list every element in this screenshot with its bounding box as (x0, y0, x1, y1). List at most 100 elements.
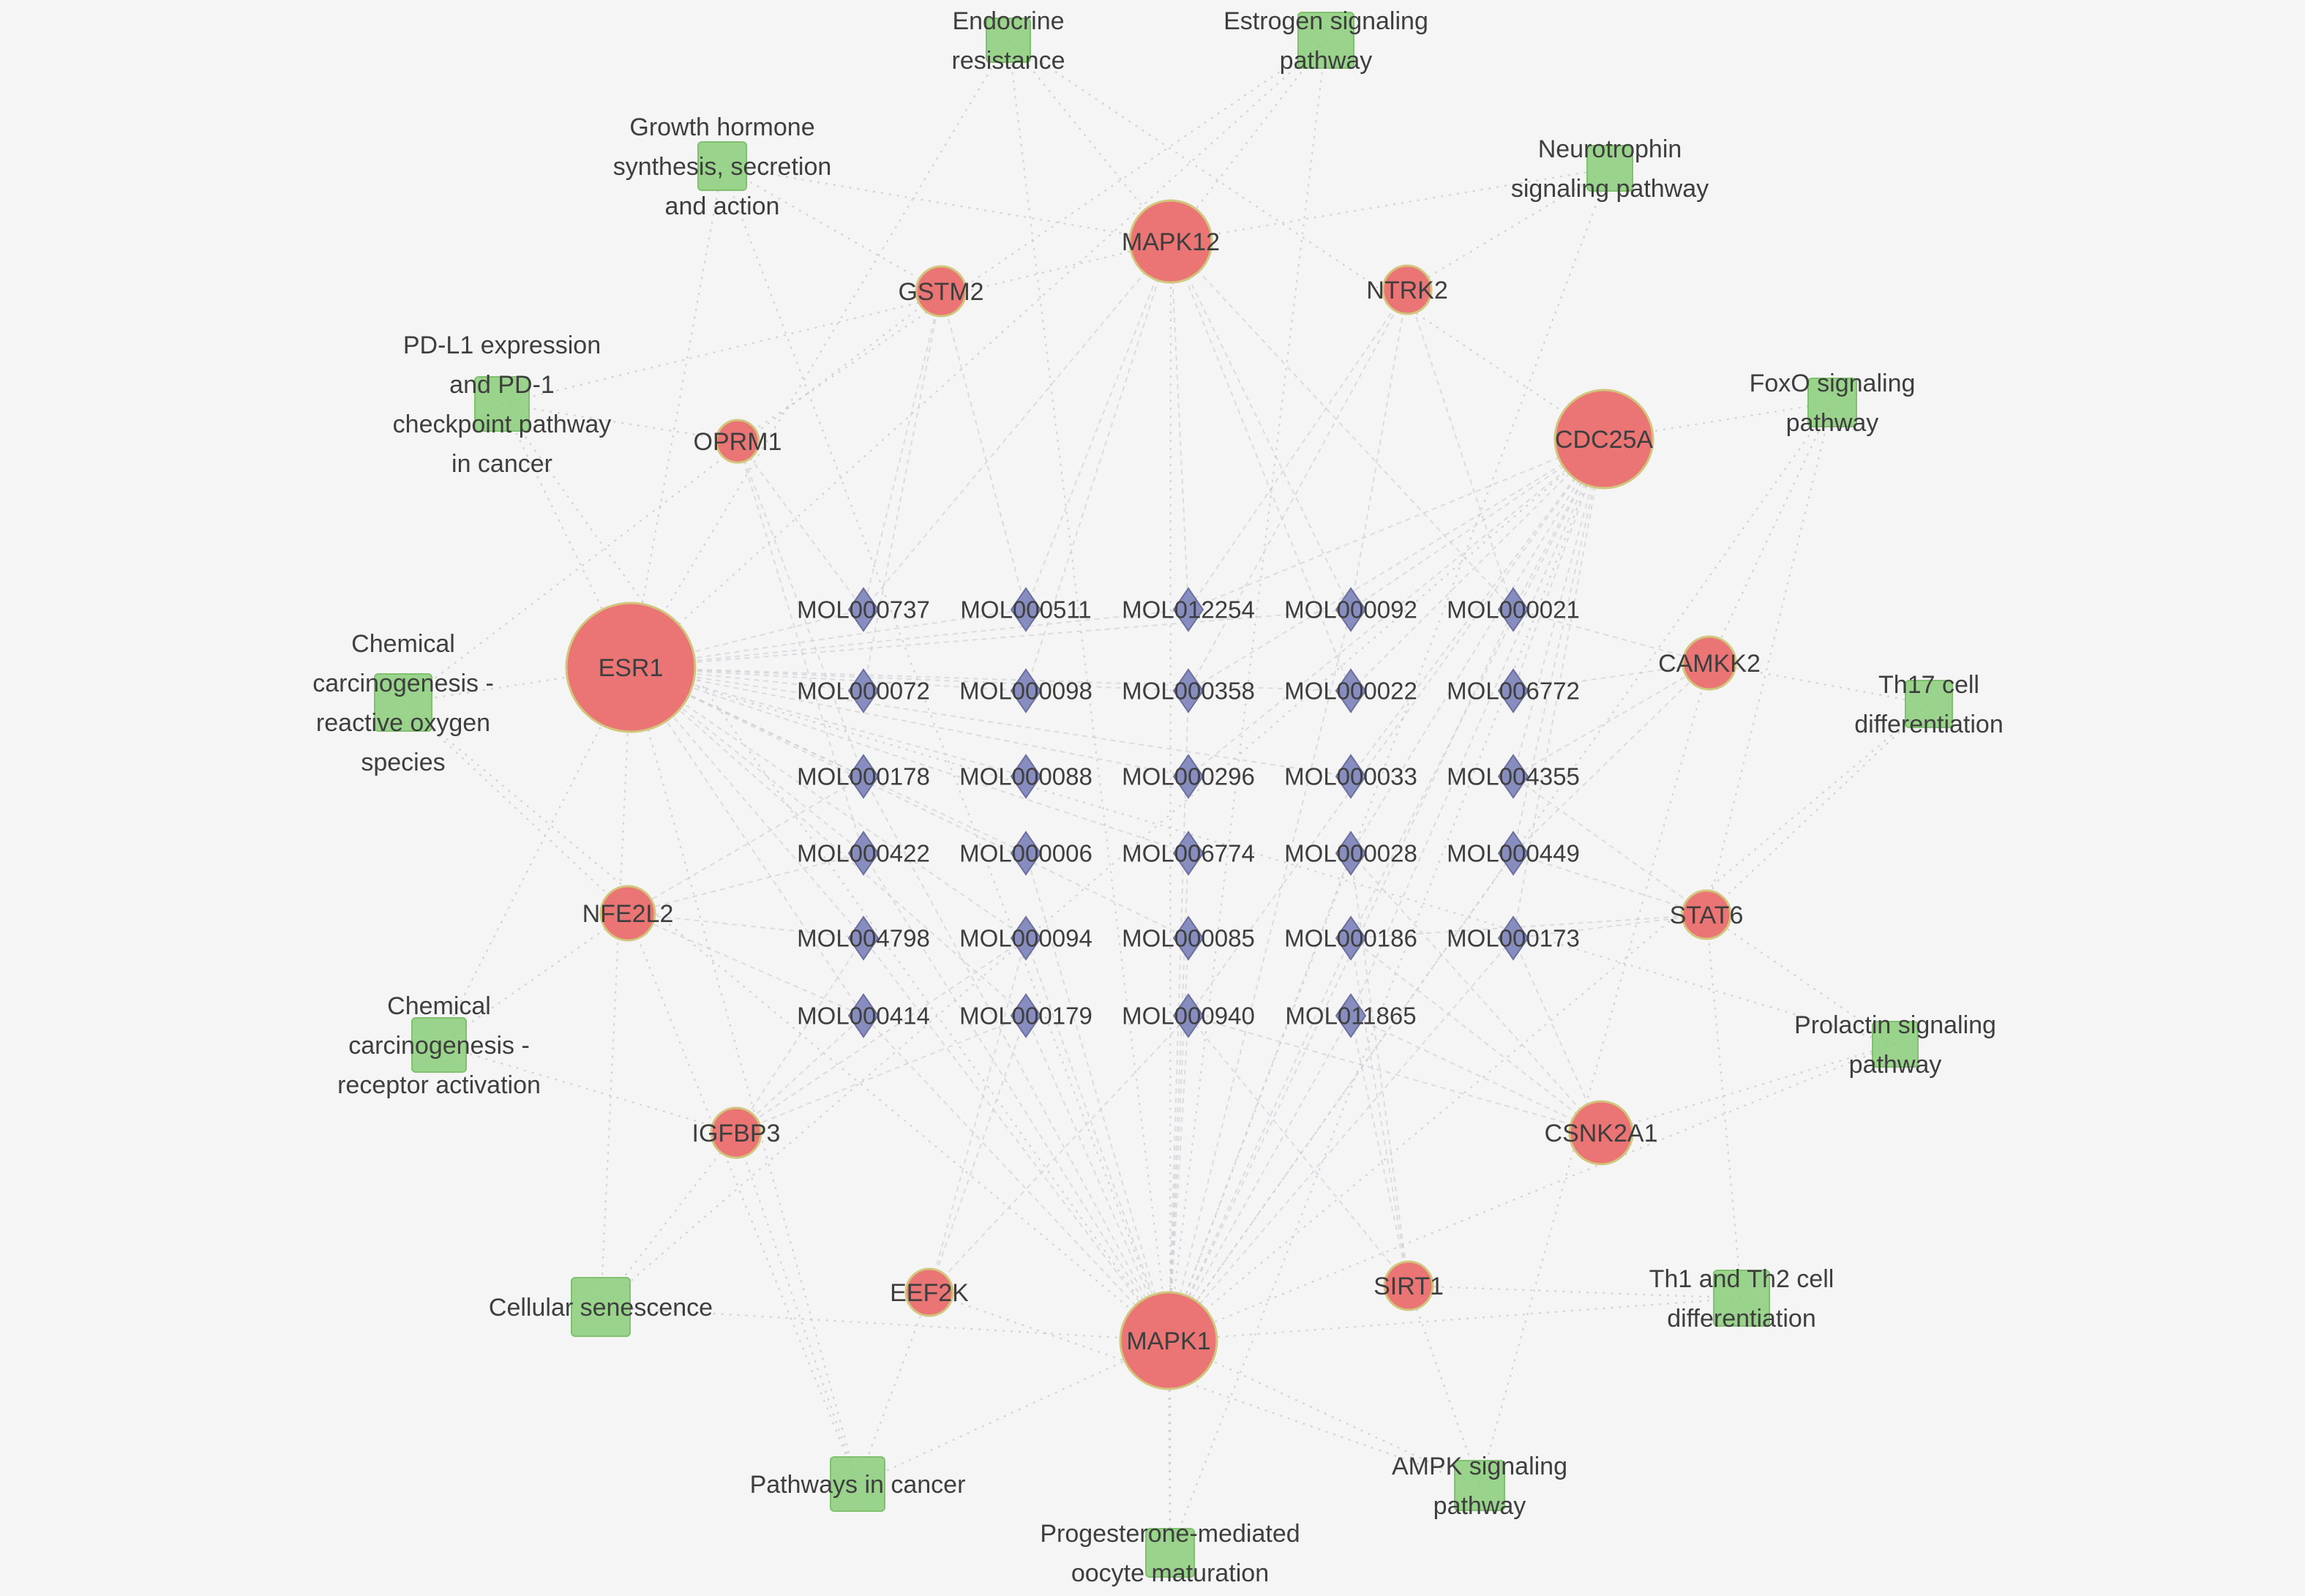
molecule-node-MOL000511[interactable] (1010, 587, 1042, 632)
edge-cancer-MAPK1 (857, 1340, 1169, 1485)
molecule-node-MOL000449[interactable] (1497, 831, 1529, 876)
pathway-node-neurotrophin[interactable] (1586, 145, 1633, 192)
molecule-node-MOL006772[interactable] (1497, 668, 1529, 713)
edge-STAT6-MOL000186 (1350, 914, 1707, 939)
edge-neurotrophin-MAPK12 (1170, 167, 1611, 243)
target-label-CDC25A: CDC25A (1555, 426, 1653, 454)
target-node-NFE2L2[interactable] (599, 885, 656, 942)
edge-ampk-SIRT1 (1407, 1285, 1481, 1486)
target-node-CAMKK2[interactable] (1682, 635, 1737, 691)
pathway-node-chem_rec[interactable] (411, 1017, 467, 1073)
target-node-EEF2K[interactable] (904, 1267, 954, 1317)
molecule-node-MOL006774[interactable] (1172, 831, 1204, 876)
edge-IGFBP3-MOL000414 (735, 1015, 864, 1134)
pathway-node-growth[interactable] (697, 141, 747, 191)
target-node-STAT6[interactable] (1681, 889, 1732, 940)
target-node-MAPK1[interactable] (1119, 1291, 1218, 1390)
molecule-node-MOL000296[interactable] (1172, 754, 1204, 799)
target-node-NTRK2[interactable] (1382, 264, 1433, 315)
molecule-node-MOL000414[interactable] (847, 993, 880, 1038)
pathway-node-estrogen[interactable] (1297, 12, 1354, 69)
target-label-EEF2K: EEF2K (890, 1279, 969, 1307)
molecule-node-MOL000085[interactable] (1172, 915, 1204, 961)
edge-pdl1-ESR1 (501, 403, 631, 668)
molecule-node-MOL000186[interactable] (1335, 915, 1367, 961)
pathway-node-endocrine[interactable] (986, 18, 1031, 63)
target-node-ESR1[interactable] (565, 602, 697, 733)
molecule-node-MOL000094[interactable] (1010, 915, 1042, 961)
molecule-node-MOL000178[interactable] (847, 754, 880, 799)
edge-CSNK2A1-MOL000173 (1513, 937, 1602, 1134)
edge-ampk-EEF2K (929, 1291, 1480, 1487)
molecule-node-MOL011865[interactable] (1335, 993, 1367, 1038)
edge-MAPK1-MOL000006 (1025, 853, 1169, 1341)
molecule-node-MOL000088[interactable] (1010, 754, 1042, 799)
molecule-node-MOL000028[interactable] (1335, 831, 1367, 876)
pathway-node-th17[interactable] (1905, 680, 1953, 728)
edge-growth-GSTM2 (722, 165, 942, 292)
target-node-CDC25A[interactable] (1553, 389, 1654, 490)
molecule-node-MOL000358[interactable] (1172, 668, 1204, 713)
pathway-node-th1th2[interactable] (1713, 1270, 1770, 1327)
pathway-node-cancer[interactable] (830, 1456, 885, 1512)
pathway-node-ampk[interactable] (1454, 1460, 1505, 1511)
molecule-node-MOL000179[interactable] (1010, 993, 1042, 1038)
pathway-node-pdl1[interactable] (474, 376, 530, 432)
edge-MAPK1-MOL000092 (1168, 609, 1352, 1341)
edge-ESR1-MOL000085 (630, 667, 1189, 939)
molecule-node-MOL012254[interactable] (1172, 587, 1204, 632)
molecule-node-MOL000021[interactable] (1497, 587, 1529, 632)
pathway-node-prolactin[interactable] (1872, 1021, 1919, 1068)
edge-SIRT1-MOL000028 (1350, 853, 1409, 1286)
molecule-label-MOL000094: MOL000094 (959, 925, 1092, 952)
edge-NTRK2-MOL000021 (1406, 289, 1514, 610)
edge-CDC25A-MOL012254 (1188, 438, 1605, 610)
molecule-node-MOL004798[interactable] (847, 915, 880, 961)
pathway-label-th17: Th17 cell differentiation (1854, 671, 2004, 738)
pathway-node-progesterone[interactable] (1145, 1528, 1195, 1578)
edge-MAPK1-MOL011865 (1168, 1015, 1352, 1341)
edge-EEF2K-MOL000179 (929, 1015, 1027, 1293)
target-node-CSNK2A1[interactable] (1568, 1100, 1634, 1166)
pathway-node-chem_ros[interactable] (374, 673, 432, 732)
edge-MAPK12-MOL000511 (1025, 241, 1172, 610)
edge-CDC25A-MOL006772 (1513, 438, 1605, 692)
edge-ESR1-MOL000094 (630, 667, 1027, 939)
edge-ESR1-MOL000358 (630, 667, 1189, 692)
target-node-GSTM2[interactable] (915, 265, 967, 318)
edge-CDC25A-MOL004355 (1513, 438, 1605, 777)
molecule-node-MOL000092[interactable] (1335, 587, 1367, 632)
edge-MAPK1-MOL000021 (1168, 609, 1514, 1341)
target-node-OPRM1[interactable] (715, 419, 760, 464)
edge-prolactin-STAT6 (1706, 914, 1896, 1045)
molecule-node-MOL000072[interactable] (847, 668, 880, 713)
edge-NFE2L2-MOL000178 (627, 776, 864, 914)
edge-MAPK1-MOL000173 (1168, 937, 1514, 1341)
molecule-node-MOL004355[interactable] (1497, 754, 1529, 799)
molecule-label-MOL006772: MOL006772 (1447, 678, 1580, 705)
edge-endocrine-CDC25A (1008, 40, 1605, 440)
target-node-MAPK12[interactable] (1128, 199, 1213, 284)
edge-CSNK2A1-MOL011865 (1350, 1015, 1602, 1134)
target-node-SIRT1[interactable] (1383, 1260, 1434, 1311)
edge-STAT6-MOL000173 (1513, 914, 1707, 939)
molecule-node-MOL000098[interactable] (1010, 668, 1042, 713)
target-label-STAT6: STAT6 (1670, 902, 1744, 929)
pathway-node-foxo[interactable] (1807, 378, 1857, 427)
pathway-node-senescence[interactable] (571, 1277, 631, 1337)
edge-th1th2-STAT6 (1705, 914, 1743, 1299)
molecule-label-MOL000179: MOL000179 (959, 1003, 1092, 1030)
edge-MAPK12-MOL000092 (1170, 241, 1352, 610)
molecule-node-MOL000173[interactable] (1497, 915, 1529, 961)
edge-chem_ros-GSTM2 (402, 291, 942, 703)
molecule-node-MOL000737[interactable] (847, 587, 880, 632)
target-label-NFE2L2: NFE2L2 (582, 900, 674, 928)
molecule-node-MOL000940[interactable] (1172, 993, 1204, 1038)
molecule-node-MOL000006[interactable] (1010, 831, 1042, 876)
molecule-node-MOL000022[interactable] (1335, 668, 1367, 713)
molecule-node-MOL000422[interactable] (847, 831, 880, 876)
edge-th17-STAT6 (1706, 703, 1930, 915)
molecule-node-MOL000033[interactable] (1335, 754, 1367, 799)
target-node-IGFBP3[interactable] (710, 1106, 762, 1159)
edge-NTRK2-MOL000092 (1350, 289, 1408, 610)
